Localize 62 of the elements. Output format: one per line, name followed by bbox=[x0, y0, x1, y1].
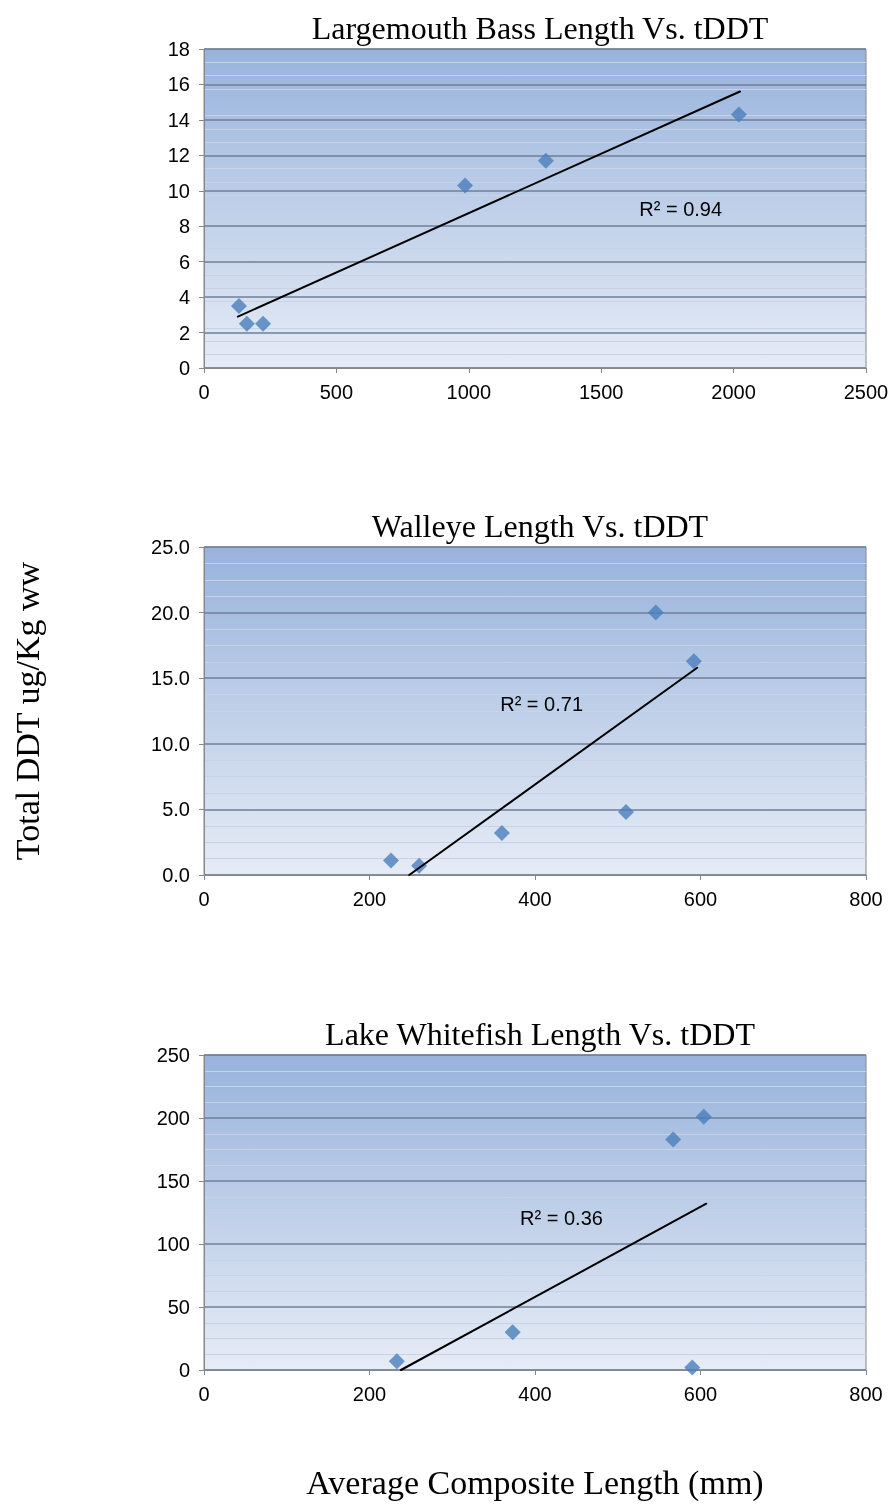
point bbox=[618, 804, 635, 821]
y-tick-label: 0 bbox=[178, 1359, 190, 1381]
point bbox=[665, 1131, 682, 1148]
point bbox=[388, 1353, 405, 1370]
y-tick-label: 10 bbox=[167, 179, 190, 202]
x-tick-label: 400 bbox=[518, 888, 552, 910]
y-tick-label: 12 bbox=[167, 144, 190, 167]
y-tick-label: 16 bbox=[167, 73, 190, 96]
x-tick-label: 0 bbox=[198, 381, 210, 403]
point bbox=[685, 653, 702, 670]
annotation: R² = 0.94 bbox=[639, 197, 723, 220]
annotation: R² = 0.71 bbox=[500, 693, 584, 716]
x-tick-label: 200 bbox=[352, 888, 387, 910]
x-tick-label: 2500 bbox=[843, 381, 889, 403]
x-axis-title: Average Composite Length (mm) bbox=[306, 1463, 764, 1502]
point bbox=[255, 315, 272, 332]
point bbox=[238, 315, 255, 332]
chart-title: Largemouth Bass Length Vs. tDDT bbox=[311, 10, 769, 46]
point bbox=[383, 852, 400, 869]
x-tick-label: 800 bbox=[849, 888, 883, 910]
x-tick-label: 0 bbox=[198, 1383, 210, 1405]
point bbox=[493, 825, 510, 842]
point bbox=[230, 297, 247, 314]
y-tick-label: 0.0 bbox=[162, 864, 190, 886]
y-tick-label: 8 bbox=[178, 215, 190, 238]
y-tick-label: 50 bbox=[167, 1296, 190, 1318]
y-tick-label: 4 bbox=[178, 286, 190, 309]
x-tick-label: 500 bbox=[319, 381, 354, 403]
x-tick-label: 800 bbox=[849, 1383, 883, 1405]
y-tick-label: 14 bbox=[167, 108, 190, 131]
point bbox=[647, 604, 664, 621]
y-tick-label: 100 bbox=[156, 1233, 190, 1255]
point bbox=[457, 177, 474, 194]
x-tick-label: 600 bbox=[683, 888, 718, 910]
y-tick-label: 2 bbox=[178, 321, 190, 344]
y-tick-label: 0 bbox=[178, 357, 190, 379]
x-tick-label: 0 bbox=[198, 888, 210, 910]
annotation: R² = 0.36 bbox=[520, 1206, 603, 1229]
y-tick-label: 18 bbox=[167, 38, 190, 60]
x-tick-label: 2000 bbox=[711, 381, 756, 403]
y-tick-label: 6 bbox=[178, 250, 190, 273]
x-tick-label: 200 bbox=[352, 1383, 387, 1405]
y-tick-label: 5.0 bbox=[162, 798, 190, 821]
chart-title: Lake Whitefish Length Vs. tDDT bbox=[325, 1016, 756, 1052]
y-tick-label: 25.0 bbox=[151, 536, 190, 558]
x-tick-label: 1500 bbox=[578, 381, 624, 403]
point bbox=[684, 1359, 701, 1376]
point bbox=[730, 106, 747, 123]
chart-title: Walleye Length Vs. tDDT bbox=[371, 508, 709, 544]
y-tick-label: 10.0 bbox=[151, 732, 190, 755]
point bbox=[504, 1324, 521, 1341]
y-tick-label: 250 bbox=[156, 1044, 190, 1066]
y-tick-label: 200 bbox=[156, 1107, 190, 1129]
x-tick-label: 1000 bbox=[446, 381, 492, 403]
y-axis-title: Total DDT ug/Kg ww bbox=[8, 561, 46, 861]
x-tick-label: 400 bbox=[518, 1383, 552, 1405]
y-tick-label: 150 bbox=[156, 1170, 190, 1192]
point bbox=[695, 1108, 712, 1125]
point bbox=[537, 152, 554, 169]
x-tick-label: 600 bbox=[683, 1383, 718, 1405]
y-tick-label: 20.0 bbox=[151, 601, 190, 624]
y-tick-label: 15.0 bbox=[151, 667, 190, 690]
